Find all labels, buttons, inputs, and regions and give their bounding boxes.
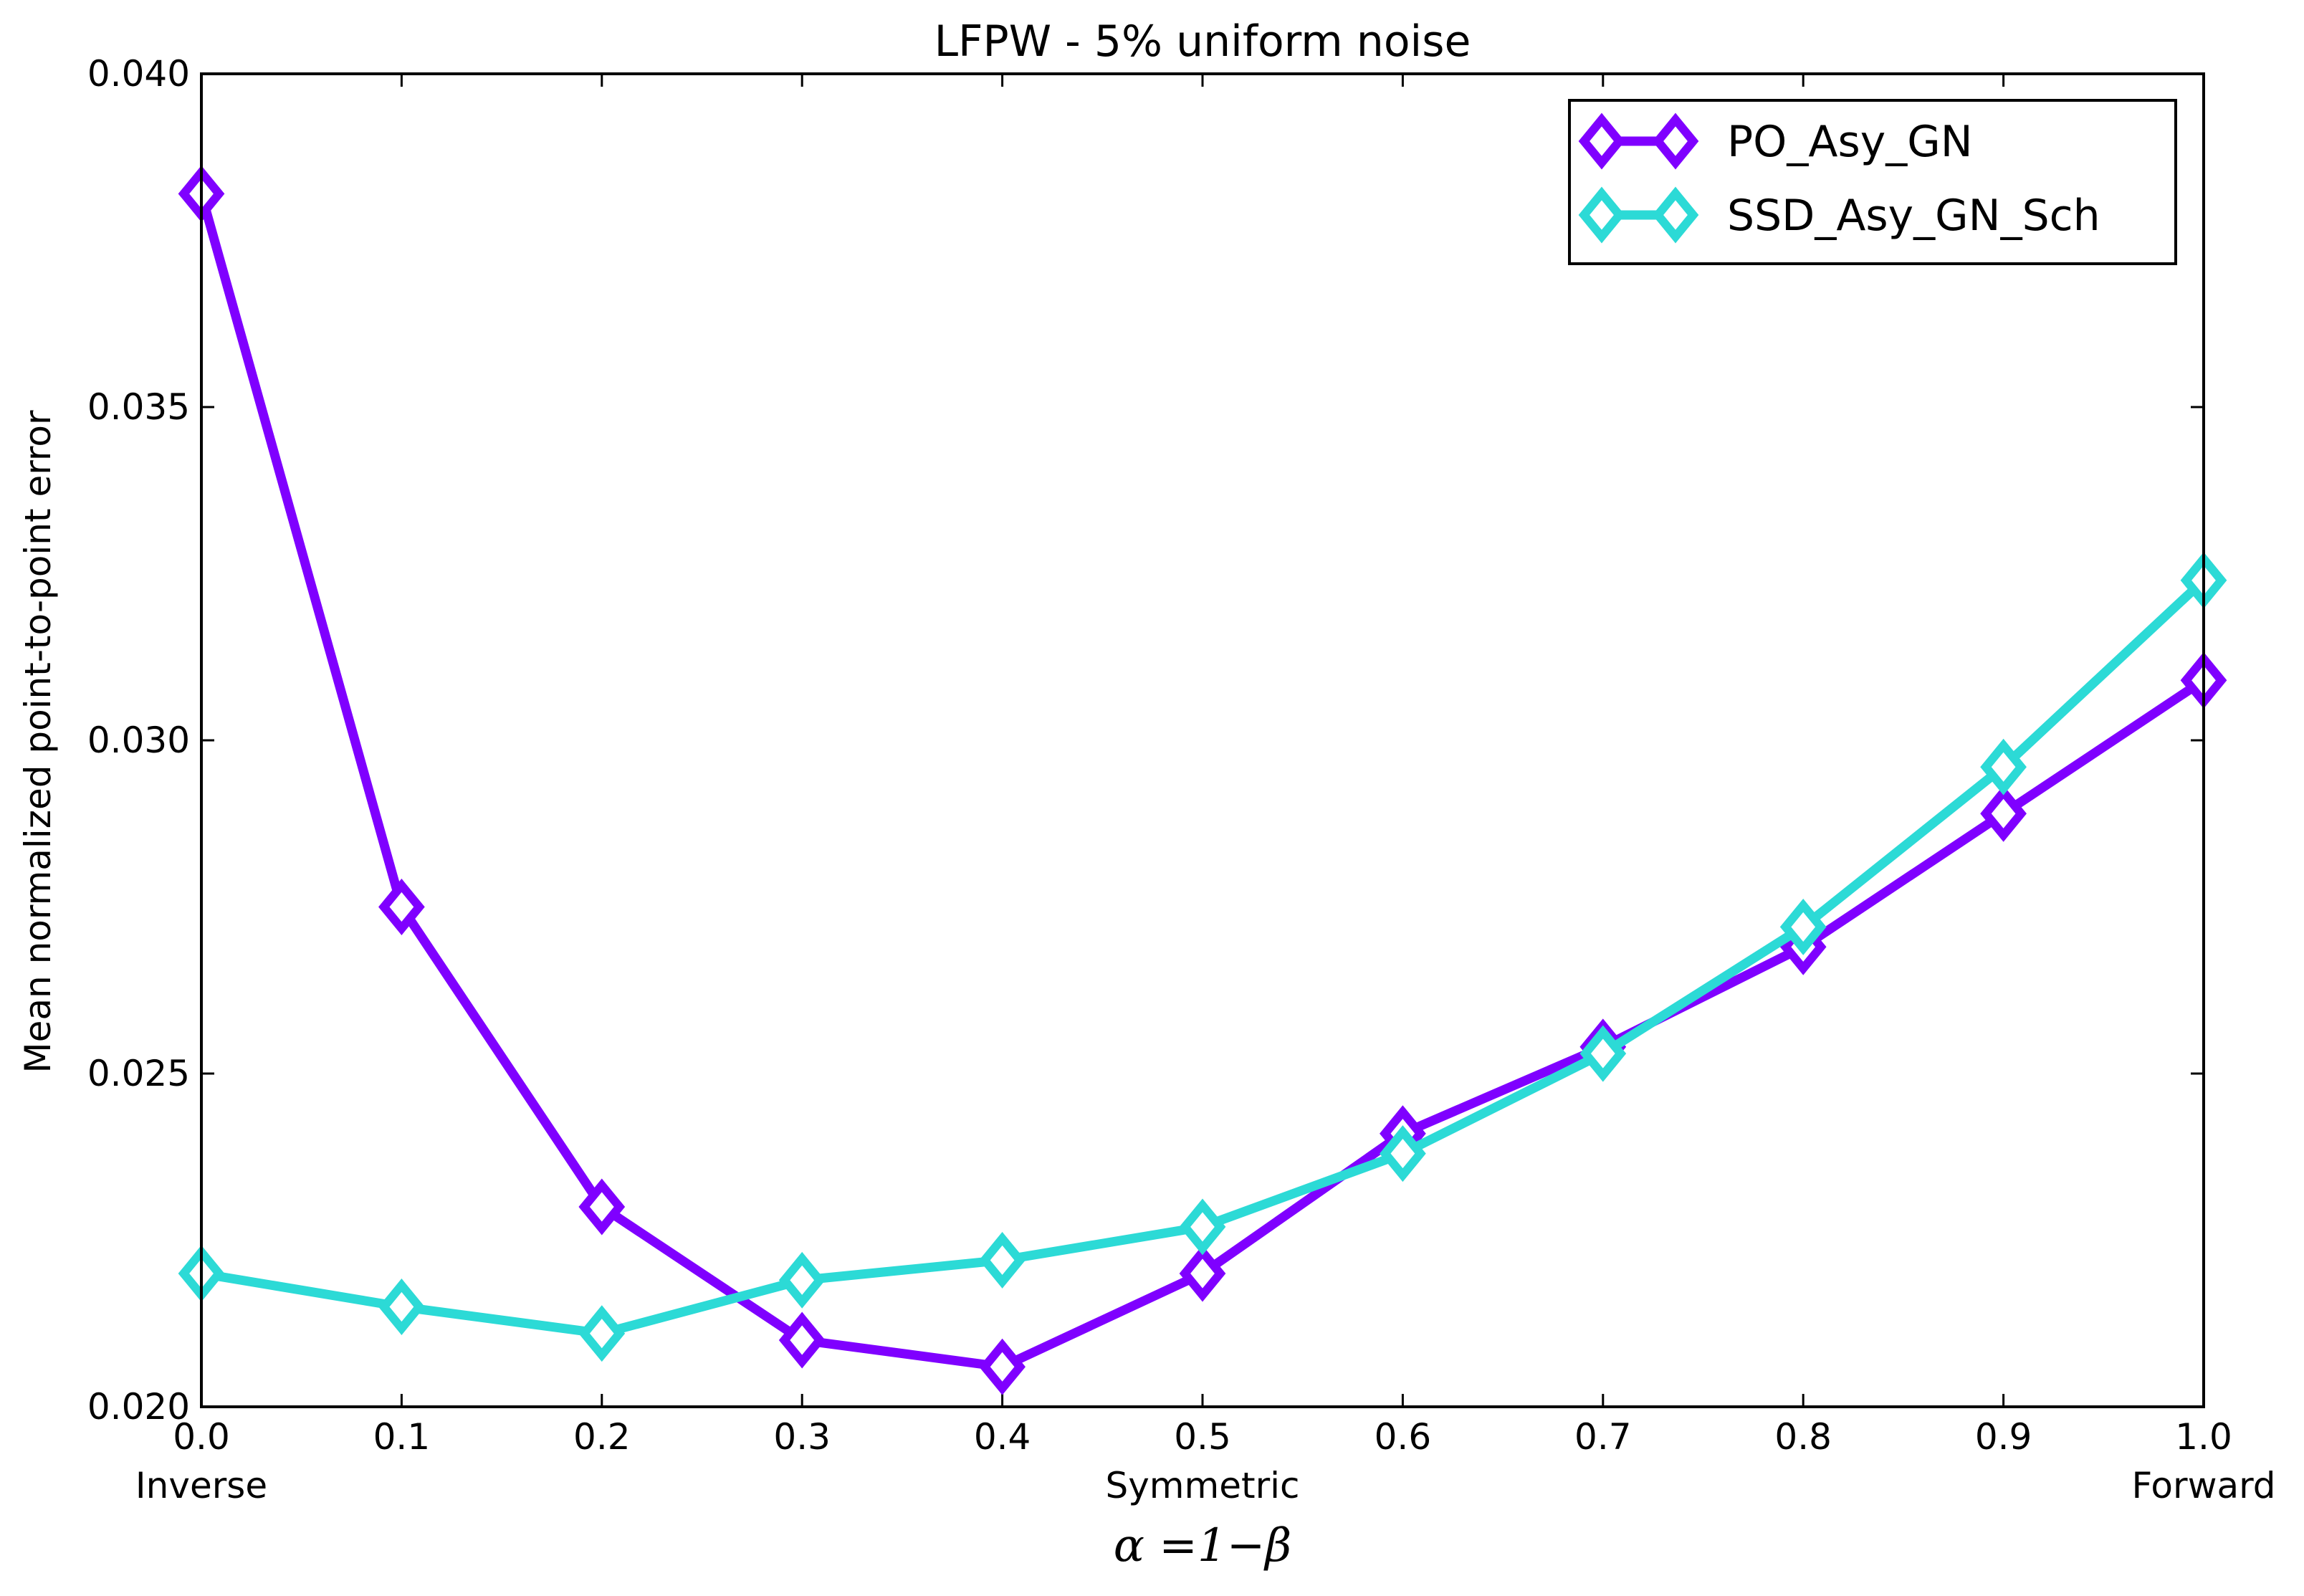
x-axis-label: α =1−β xyxy=(1114,1519,1292,1572)
data-point xyxy=(778,1311,826,1369)
data-point xyxy=(1779,898,1827,955)
data-point xyxy=(979,1231,1026,1289)
x-tick-sublabel: Forward xyxy=(2131,1465,2275,1506)
x-tick-label: 0.5 xyxy=(1174,1416,1231,1458)
legend-marker xyxy=(1578,113,1625,170)
legend-marker xyxy=(1652,113,1699,170)
axis-ticks: 0.0 0.1 0.2 0.3 0.4 0.5 0.6 0.7 0.8 0.9 1.0 Inverse… xyxy=(87,53,2276,1506)
legend-label: PO_Asy_GN xyxy=(1727,117,1973,167)
data-point xyxy=(1980,738,2027,795)
series-SSD_Asy_GN_Sch xyxy=(178,552,2227,1362)
data-point xyxy=(578,1305,626,1362)
x-tick-label: 1.0 xyxy=(2175,1416,2232,1458)
x-tick-label: 0.8 xyxy=(1774,1416,1832,1458)
x-tick-label: 0.2 xyxy=(573,1416,631,1458)
data-point xyxy=(1179,1245,1226,1302)
y-tick-label: 0.035 xyxy=(87,386,190,428)
legend: PO_Asy_GN SSD_Asy_GN_Sch xyxy=(1568,99,2177,265)
legend-entry: PO_Asy_GN xyxy=(1578,113,1973,170)
y-tick-label: 0.020 xyxy=(87,1386,190,1428)
legend-label: SSD_Asy_GN_Sch xyxy=(1727,191,2100,241)
y-tick-label: 0.025 xyxy=(87,1053,190,1094)
chart-title: LFPW - 5% uniform noise xyxy=(934,16,1471,67)
y-tick-label: 0.040 xyxy=(87,53,190,95)
x-tick-label: 0.3 xyxy=(773,1416,831,1458)
data-point xyxy=(378,879,425,935)
data-point xyxy=(1980,785,2027,842)
x-tick-sublabel: Inverse xyxy=(135,1465,267,1506)
data-point xyxy=(378,1279,425,1335)
x-tick-label: 0.7 xyxy=(1574,1416,1632,1458)
data-point xyxy=(979,1338,1026,1395)
legend-entry: SSD_Asy_GN_Sch xyxy=(1578,186,2100,244)
x-tick-label: 0.9 xyxy=(1975,1416,2032,1458)
x-tick-label: 0.0 xyxy=(173,1416,230,1458)
data-point xyxy=(778,1251,826,1309)
data-point xyxy=(578,1178,626,1236)
y-tick-label: 0.030 xyxy=(87,720,190,761)
data-point xyxy=(1179,1198,1226,1256)
legend-marker xyxy=(1578,186,1625,244)
x-tick-label: 0.1 xyxy=(373,1416,431,1458)
x-tick-label: 0.6 xyxy=(1375,1416,1432,1458)
legend-marker xyxy=(1652,186,1699,244)
data-point xyxy=(1579,1025,1627,1082)
plot-frame xyxy=(200,72,2205,1408)
x-tick-label: 0.4 xyxy=(974,1416,1031,1458)
y-axis-label: Mean normalized point-to-point error xyxy=(17,410,59,1073)
x-tick-sublabel: Symmetric xyxy=(1105,1465,1299,1506)
data-point xyxy=(1380,1125,1426,1182)
